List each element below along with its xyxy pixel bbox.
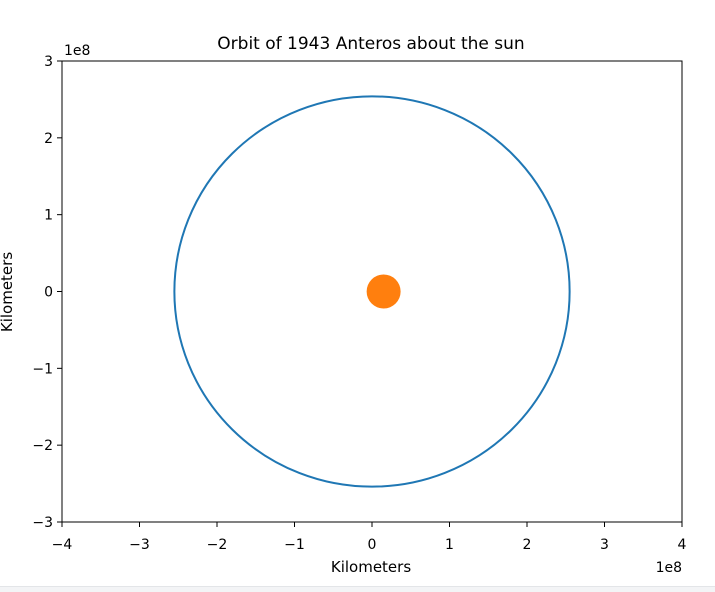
x-axis-offset-label: 1e8 [656, 560, 682, 576]
y-tick-label: −2 [32, 438, 53, 454]
orbit-line [173, 95, 571, 488]
y-tick-label: 1 [44, 208, 53, 224]
x-tick-label: −3 [129, 537, 150, 553]
x-tick-label: −4 [52, 537, 73, 553]
x-tick-label: −2 [207, 537, 228, 553]
plot-area [61, 60, 683, 523]
x-tick-label: 2 [523, 537, 532, 553]
x-axis-label: Kilometers [331, 558, 411, 576]
y-tick-label: −3 [32, 515, 53, 531]
x-tick-label: 3 [600, 537, 609, 553]
x-axis: −4 −3 −2 −1 0 1 2 3 4 [52, 522, 687, 553]
sun-point [366, 274, 401, 309]
y-tick-label: 3 [44, 54, 53, 70]
y-tick-label: 0 [44, 285, 53, 301]
y-axis-offset-label: 1e8 [64, 43, 90, 59]
chart-title: Orbit of 1943 Anteros about the sun [217, 34, 524, 54]
y-axis-label: Kilometers [0, 252, 16, 332]
chart-marks [173, 95, 571, 488]
y-axis: −3 −2 −1 0 1 2 3 [32, 54, 62, 531]
x-tick-label: 4 [678, 537, 687, 553]
y-tick-label: −1 [32, 361, 53, 377]
x-tick-label: 1 [445, 537, 454, 553]
window-bottom-strip [0, 586, 715, 592]
x-tick-label: 0 [368, 537, 377, 553]
y-tick-label: 2 [44, 131, 53, 147]
x-tick-label: −1 [284, 537, 305, 553]
